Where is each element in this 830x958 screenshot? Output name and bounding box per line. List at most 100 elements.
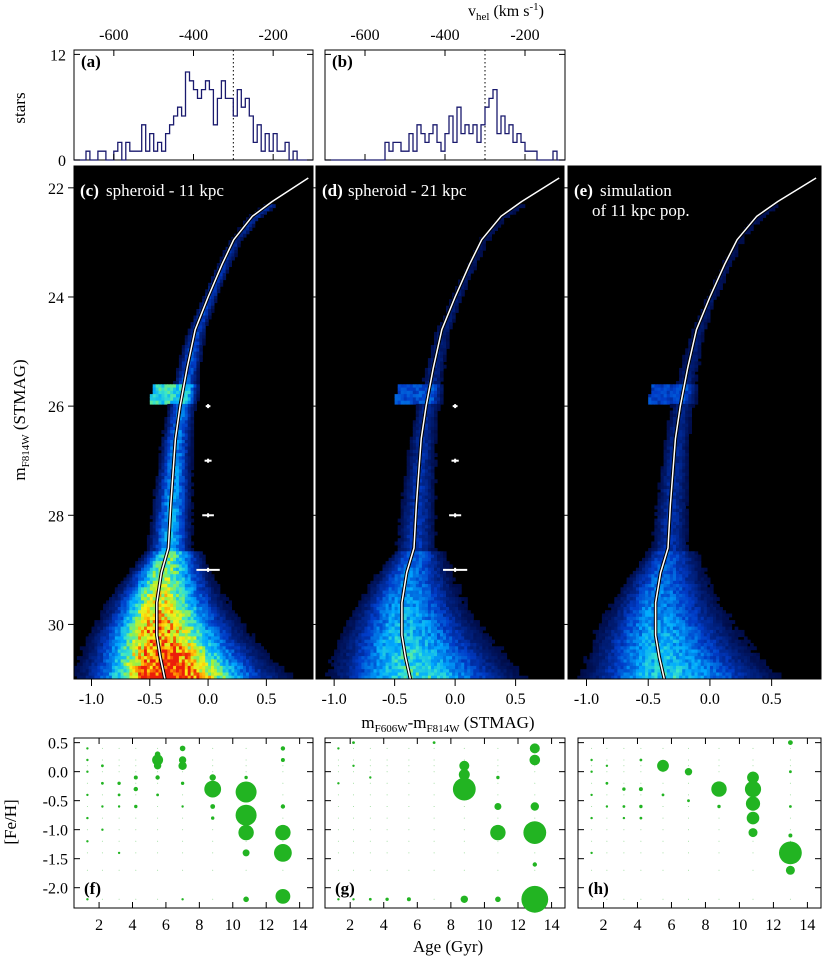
density-cell bbox=[129, 662, 133, 667]
density-cell bbox=[205, 312, 209, 317]
density-cell bbox=[421, 587, 426, 592]
density-cell bbox=[412, 629, 417, 634]
density-cell bbox=[216, 626, 221, 631]
cmd-x-tick-label: 0.5 bbox=[256, 691, 276, 708]
density-cell bbox=[167, 495, 171, 500]
density-cell bbox=[418, 528, 423, 533]
density-cell bbox=[184, 541, 189, 546]
density-cell bbox=[219, 273, 224, 277]
density-cell bbox=[434, 374, 438, 379]
density-cell bbox=[406, 512, 411, 516]
density-cell bbox=[208, 652, 212, 657]
density-cell bbox=[263, 665, 267, 670]
density-cell bbox=[126, 672, 130, 677]
density-cell bbox=[170, 584, 174, 588]
density-cell bbox=[196, 587, 200, 592]
density-cell bbox=[111, 626, 116, 631]
density-cell bbox=[427, 590, 432, 595]
density-cell bbox=[141, 570, 145, 575]
density-cell bbox=[126, 600, 130, 605]
density-cell bbox=[421, 590, 426, 595]
density-cell bbox=[430, 548, 435, 552]
density-cell bbox=[427, 626, 432, 631]
density-cell bbox=[406, 394, 411, 398]
density-cell bbox=[349, 623, 353, 628]
density-cell bbox=[190, 354, 195, 359]
density-cell bbox=[170, 600, 174, 605]
density-cell bbox=[146, 577, 151, 582]
density-cell bbox=[373, 659, 378, 664]
density-cell bbox=[334, 652, 338, 657]
density-cell bbox=[120, 613, 125, 618]
density-cell bbox=[491, 656, 495, 660]
density-cell bbox=[427, 574, 432, 579]
density-cell bbox=[161, 430, 165, 434]
density-cell bbox=[219, 603, 224, 608]
density-cell bbox=[190, 646, 195, 651]
density-cell bbox=[213, 669, 218, 674]
density-cell bbox=[176, 577, 180, 582]
density-cell bbox=[158, 564, 162, 569]
density-cell bbox=[199, 639, 203, 644]
density-cell bbox=[427, 538, 432, 543]
density-cell bbox=[213, 584, 218, 588]
density-cell bbox=[434, 633, 438, 638]
density-cell bbox=[158, 544, 162, 549]
density-cell bbox=[216, 643, 221, 647]
density-cell bbox=[199, 351, 203, 356]
density-cell bbox=[170, 403, 174, 408]
density-cell bbox=[367, 639, 371, 644]
density-cell bbox=[146, 548, 151, 552]
density-cell bbox=[114, 662, 119, 667]
density-cell bbox=[103, 623, 107, 628]
density-cell bbox=[358, 603, 362, 608]
density-cell bbox=[461, 649, 465, 654]
density-cell bbox=[430, 544, 435, 549]
density-cell bbox=[193, 394, 197, 398]
density-cell bbox=[424, 531, 429, 536]
density-cell bbox=[158, 633, 162, 638]
density-cell bbox=[388, 574, 393, 579]
density-cell bbox=[358, 656, 362, 660]
density-cell bbox=[231, 626, 235, 631]
density-cell bbox=[430, 574, 435, 579]
density-cell bbox=[443, 626, 447, 631]
density-cell bbox=[430, 646, 435, 651]
density-cell bbox=[190, 489, 195, 493]
density-cell bbox=[178, 534, 183, 539]
density-cell bbox=[164, 643, 168, 647]
density-cell bbox=[144, 649, 148, 654]
density-cell bbox=[340, 652, 344, 657]
density-cell bbox=[196, 374, 200, 379]
density-cell bbox=[412, 456, 417, 461]
density-cell bbox=[170, 643, 174, 647]
density-cell bbox=[246, 646, 250, 651]
density-cell bbox=[467, 646, 471, 651]
density-cell bbox=[427, 482, 432, 487]
density-cell bbox=[231, 623, 235, 628]
density-cell bbox=[190, 390, 195, 395]
density-cell bbox=[409, 440, 414, 444]
density-cell bbox=[370, 600, 374, 605]
density-cell bbox=[346, 662, 350, 667]
density-cell bbox=[155, 534, 160, 539]
density-cell bbox=[190, 449, 195, 454]
density-cell bbox=[161, 515, 165, 520]
density-cell bbox=[213, 580, 218, 585]
density-cell bbox=[205, 646, 209, 651]
density-cell bbox=[167, 649, 171, 654]
density-cell bbox=[225, 626, 230, 631]
density-cell bbox=[464, 616, 468, 621]
density-cell bbox=[126, 597, 130, 601]
density-cell bbox=[455, 603, 459, 608]
density-cell bbox=[190, 574, 195, 579]
density-cell bbox=[161, 616, 165, 621]
density-cell bbox=[222, 639, 227, 644]
density-cell bbox=[222, 273, 227, 277]
density-cell bbox=[91, 656, 95, 660]
density-cell bbox=[421, 466, 426, 471]
density-cell bbox=[167, 639, 171, 644]
density-cell bbox=[240, 636, 244, 641]
density-cell bbox=[187, 459, 192, 464]
density-cell bbox=[97, 662, 101, 667]
